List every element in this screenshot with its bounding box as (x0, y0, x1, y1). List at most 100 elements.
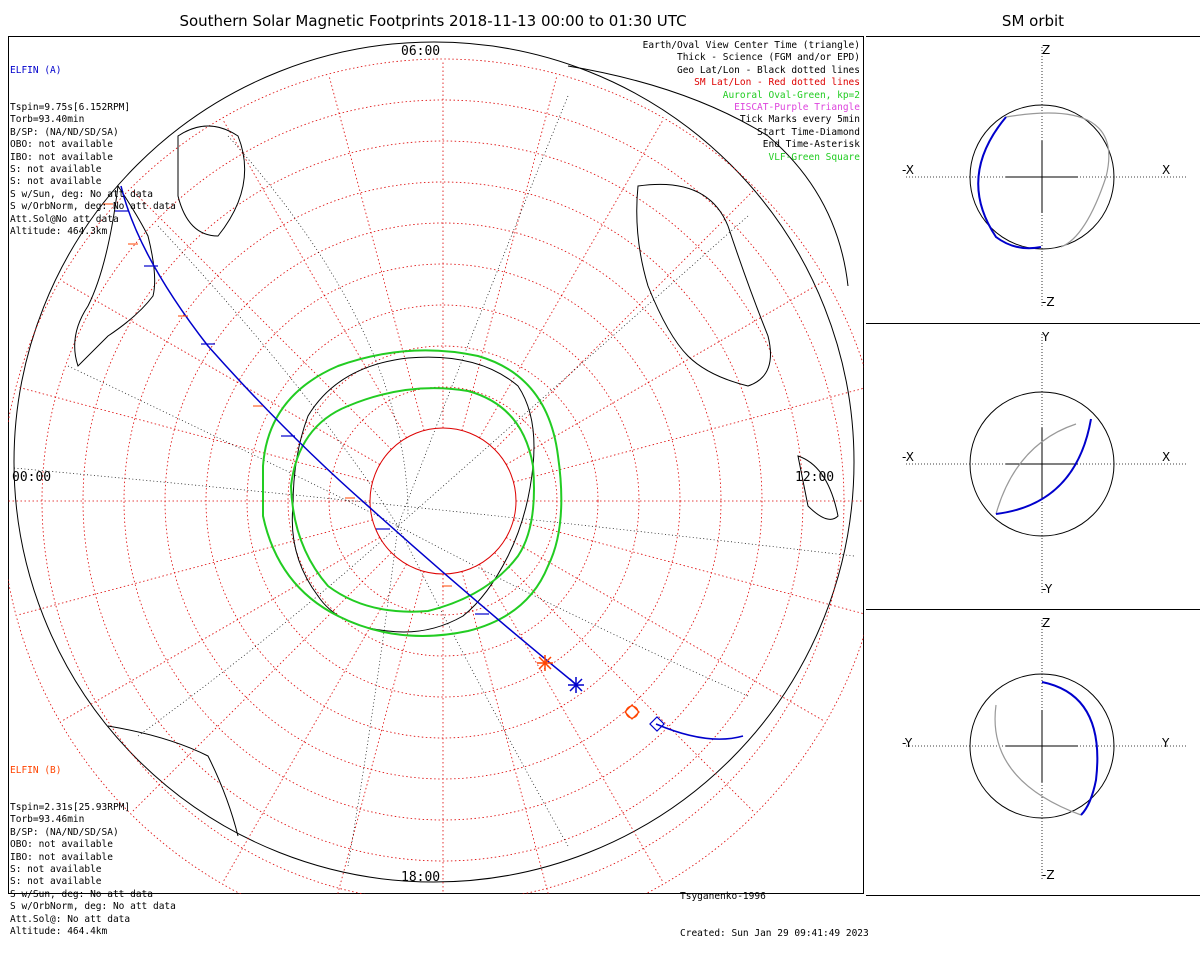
mlt-label-right: 12:00 (795, 470, 835, 485)
sm-lon-line (461, 571, 549, 894)
sm-lon-line (479, 119, 664, 438)
elfin-b-ticks (103, 203, 452, 587)
orbit-yz-up-label: Z (1042, 616, 1051, 630)
elfin-b-line-7: S w/Sun, deg: No att data (10, 888, 153, 900)
legend-item-8: End Time-Asterisk (762, 139, 860, 151)
footprint-map-frame (8, 36, 864, 894)
elfin-a-line-10: Altitude: 464.3km (10, 226, 108, 238)
sm-lon-line (222, 119, 407, 438)
sm-lon-line (17, 386, 373, 483)
orbit-xy-right-label: X (1162, 450, 1171, 464)
orbit-panel-yz: Z -Z -Y Y (866, 609, 1200, 896)
orbit-panel-xz: Z -Z -X X (866, 36, 1200, 324)
elfin-b-end-asterisk (537, 655, 553, 671)
credits: Tsyganenko-1996 Created: Sun Jan 29 09:4… (680, 866, 869, 953)
elfin-b-start-diamond (624, 704, 640, 720)
elfin-a-details: Tspin=9.75s[6.152RPM] Torb=93.40min B/SP: … (10, 102, 176, 238)
antarctica-outline (291, 356, 535, 633)
map-boundary (13, 41, 855, 883)
orbit-xy-down-label: -Y (1042, 582, 1053, 596)
sm-lon-line (222, 564, 407, 883)
orbit-path-a (1041, 681, 1099, 816)
elfin-b-name: ELFIN (B) (10, 764, 62, 776)
orbit-path-b (994, 704, 1082, 816)
legend-item-2: Geo Lat/Lon - Black dotted lines (676, 64, 860, 76)
model-credit: Tsyganenko-1996 (680, 890, 766, 902)
elfin-a-line-0: Tspin=9.75s[6.152RPM] (10, 102, 131, 114)
africa-outline (177, 125, 246, 237)
legend-item-9: VLF-Green Square (768, 151, 860, 163)
elfin-b-line-5: S: not available (10, 864, 102, 876)
new-zealand-outline (797, 455, 839, 520)
elfin-b-line-2: B/SP: (NA/ND/SD/SA) (10, 826, 119, 838)
sm-pole-circle (369, 427, 517, 575)
sm-lon-line (131, 552, 392, 813)
elfin-a-name: ELFIN (A) (10, 64, 62, 76)
legend-item-6: Tick Marks every 5min (739, 114, 860, 126)
auroral-oval-outer (262, 349, 563, 637)
sm-lat-circle (164, 222, 722, 780)
elfin-a-line-9: Att.Sol@No att data (10, 213, 119, 225)
elfin-b-line-3: OBO: not available (10, 839, 113, 851)
elfin-a-line-8: S w/OrbNorm, deg: No att data (10, 201, 176, 213)
orbit-yz-right-label: Y (1162, 736, 1170, 750)
orbit-yz-left-label: -Y (902, 736, 913, 750)
sm-lat-circle (287, 345, 599, 657)
elfin-a-info: ELFIN (A) Tspin=9.75s[6.152RPM] Torb=93.4… (10, 40, 176, 251)
legend-item-3: SM Lat/Lon - Red dotted lines (694, 77, 860, 89)
sm-lon-line (513, 387, 864, 483)
asia-outline (567, 65, 849, 287)
elfin-a-track (120, 185, 579, 687)
legend-item-1: Thick - Science (FGM and/or EPD) (676, 52, 860, 64)
sm-lon-line (17, 519, 373, 616)
elfin-b-line-0: Tspin=2.31s[25.93RPM] (10, 802, 131, 814)
orbit-path-b (995, 423, 1077, 515)
orbit-panel-title: SM orbit (1001, 12, 1065, 30)
orbit-xy-up-label: Y (1042, 330, 1050, 344)
map-legend: Earth/Oval View Center Time (triangle) Th… (643, 40, 860, 164)
sm-lat-circle (82, 140, 804, 862)
orbit-xz-up-label: Z (1042, 43, 1051, 57)
australia-outline (636, 183, 771, 387)
footprint-map (8, 41, 864, 894)
elfin-b-start-marker (625, 705, 639, 719)
orbit-yz-down-label: -Z (1042, 868, 1055, 882)
elfin-b-line-4: IBO: not available (10, 851, 113, 863)
sm-lon-line (506, 280, 825, 465)
orbit-panel-xy: Y -Y -X X (866, 323, 1200, 610)
mlt-label-bottom: 18:00 (401, 870, 441, 885)
orbit-xz-left-label: -X (902, 163, 914, 177)
legend-item-7: Start Time-Diamond (757, 126, 860, 138)
elfin-a-line-2: B/SP: (NA/ND/SD/SA) (10, 126, 119, 138)
elfin-a-line-1: Torb=93.40min (10, 114, 85, 126)
south-america-tip-outline (107, 725, 239, 837)
orbit-plot-yz (906, 620, 1186, 880)
elfin-b-details: Tspin=2.31s[25.93RPM] Torb=93.46min B/SP: … (10, 802, 176, 938)
orbit-path-a (995, 418, 1092, 515)
elfin-a-end-asterisk (568, 677, 584, 693)
legend-item-4: Auroral Oval-Green, kp=2 (722, 89, 860, 101)
sm-lon-line (61, 280, 380, 465)
elfin-b-line-10: Altitude: 464.4km (10, 926, 108, 938)
elfin-a-line-7: S w/Sun, deg: No att data (10, 188, 153, 200)
elfin-b-line-6: S: not available (10, 876, 102, 888)
elfin-a-start-diamond (649, 716, 665, 732)
auroral-oval-inner (289, 387, 535, 613)
elfin-b-line-1: Torb=93.46min (10, 814, 85, 826)
elfin-b-line-8: S w/OrbNorm, deg: No att data (10, 901, 176, 913)
sm-lon-line (494, 552, 755, 813)
mlt-label-left: 00:00 (12, 470, 52, 485)
elfin-b-line-9: Att.Sol@: No att data (10, 913, 131, 925)
mlt-label-top: 06:00 (401, 44, 441, 59)
auroral-oval (262, 349, 563, 637)
orbit-plot-xy (906, 334, 1186, 594)
sm-lon-line (506, 537, 825, 722)
sm-lon-line (513, 519, 864, 615)
elfin-a-second-pass (655, 723, 744, 740)
continent-outlines (74, 65, 849, 837)
elfin-a-ticks (115, 210, 489, 615)
sm-lat-circle (246, 304, 640, 698)
geo-latlon-lines (13, 95, 855, 867)
elfin-a-line-5: S: not available (10, 164, 102, 176)
sm-lon-line (61, 537, 380, 722)
